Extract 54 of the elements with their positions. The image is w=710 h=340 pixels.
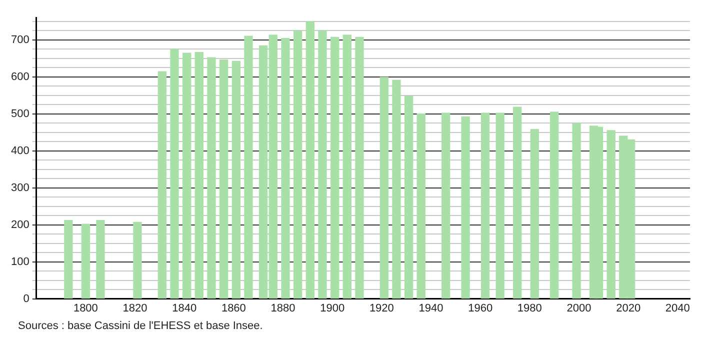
bar <box>380 76 388 299</box>
x-tick-label: 1920 <box>369 302 394 314</box>
bar <box>342 34 352 299</box>
x-tick-label: 1860 <box>221 302 246 314</box>
y-tick-label: 400 <box>10 144 30 157</box>
bar <box>81 224 90 299</box>
bar <box>306 20 314 299</box>
x-tick-label: 2020 <box>616 302 641 314</box>
y-tick-label: 300 <box>10 182 30 194</box>
bar <box>96 220 105 299</box>
x-tick-label: 1880 <box>270 302 296 314</box>
x-tick-label: 2000 <box>566 302 592 314</box>
x-tick-label: 1900 <box>320 302 345 314</box>
x-tick-label: 1980 <box>517 302 542 314</box>
source-note: Sources : base Cassini de l'EHESS et base Insee. <box>18 320 264 332</box>
bar <box>194 52 204 299</box>
bar <box>530 129 539 299</box>
bar <box>550 112 559 299</box>
bar <box>416 113 426 299</box>
bar <box>64 220 73 299</box>
x-tick-label: 1960 <box>468 302 493 314</box>
x-tick-label: 1940 <box>418 302 444 314</box>
bar <box>606 130 616 299</box>
y-tick-label: 100 <box>10 256 30 268</box>
bar <box>461 116 470 299</box>
y-tick-label: 200 <box>10 218 30 231</box>
x-tick-label: 2040 <box>665 302 690 314</box>
bar <box>496 112 504 299</box>
x-tick-label: 1820 <box>122 302 148 314</box>
bar <box>355 36 364 299</box>
bar <box>133 222 142 299</box>
bar <box>207 57 216 299</box>
bar <box>392 80 401 299</box>
bar <box>158 71 166 299</box>
bar <box>330 36 340 299</box>
x-tick-label: 1840 <box>172 302 197 314</box>
bar <box>480 112 490 299</box>
bar <box>182 52 192 299</box>
bar <box>232 60 240 299</box>
bar <box>293 30 302 299</box>
bar <box>281 38 290 299</box>
y-tick-label: 0 <box>23 292 30 305</box>
bar <box>318 30 327 299</box>
y-tick-label: 600 <box>10 70 30 83</box>
bar <box>170 48 179 299</box>
bar <box>513 106 522 299</box>
bar <box>244 36 253 299</box>
bar <box>404 96 414 299</box>
y-tick-label: 700 <box>10 34 30 46</box>
y-tick-label: 500 <box>10 108 30 120</box>
bar <box>219 59 228 299</box>
bar <box>441 112 450 299</box>
x-tick-label: 1800 <box>73 302 98 314</box>
bar <box>572 123 581 299</box>
